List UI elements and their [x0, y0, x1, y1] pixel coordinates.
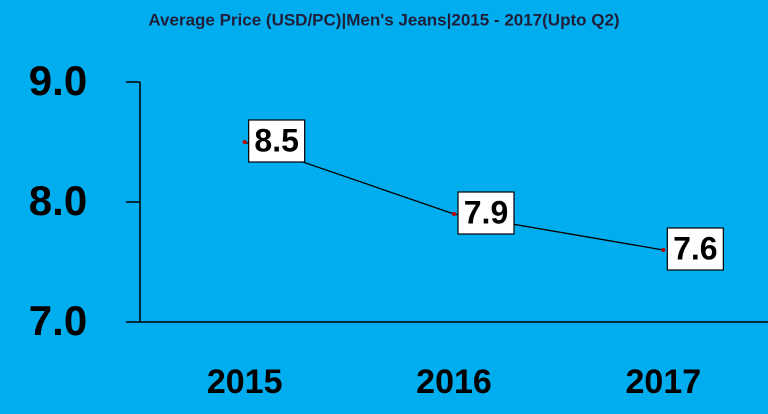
data-label: 7.6	[673, 230, 717, 266]
data-label: 8.5	[254, 122, 298, 158]
marker	[661, 248, 666, 252]
chart-title: Average Price (USD/PC)|Men's Jeans|2015 …	[148, 10, 619, 29]
y-tick-label: 8.0	[29, 177, 87, 224]
data-label-box	[248, 119, 306, 163]
data-label: 7.9	[464, 194, 508, 230]
marker	[452, 212, 456, 216]
x-tick-label: 2017	[626, 363, 702, 401]
y-tick-label: 7.0	[29, 297, 87, 344]
y-tick-label: 9.0	[29, 57, 87, 104]
marker	[242, 140, 247, 144]
data-label-box	[666, 227, 724, 271]
data-label-box	[457, 191, 515, 235]
x-tick-label: 2016	[416, 363, 492, 401]
x-tick-label: 2015	[207, 363, 283, 401]
